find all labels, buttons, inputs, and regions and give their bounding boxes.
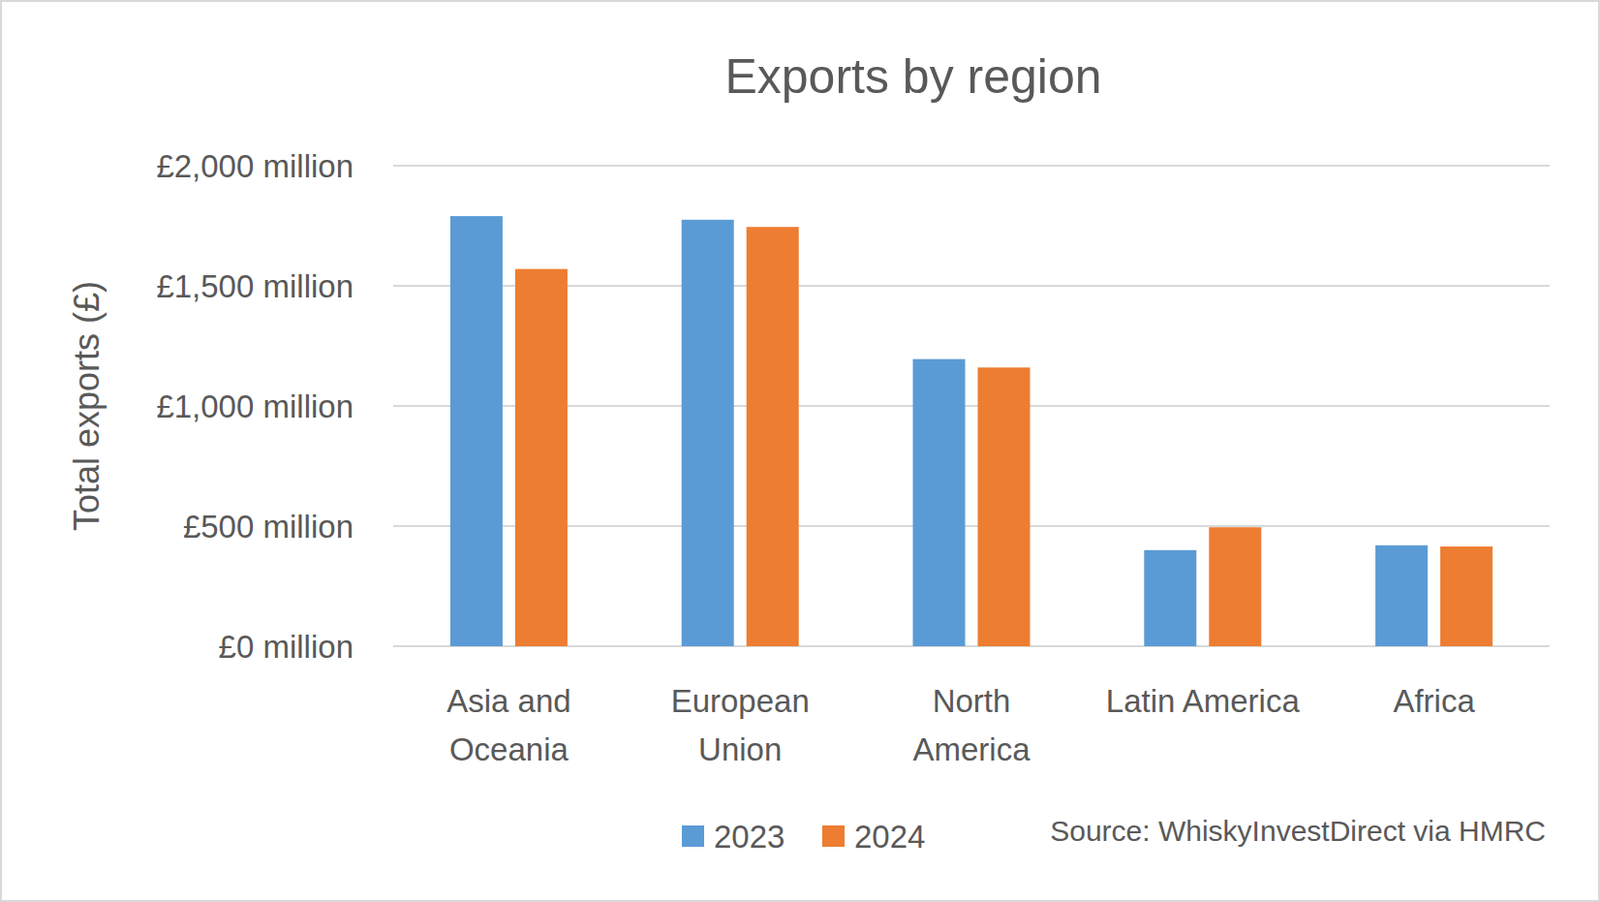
y-tick-label: £2,000 million [155,148,354,185]
chart: Exports by region Total exports (£) £0 mil… [0,0,1600,902]
bars [450,215,1493,647]
legend-label: 2023 [713,818,785,855]
legend-swatch [822,825,845,847]
bar [913,359,966,647]
x-tick-label: Asia andOceania [446,682,571,768]
bar [1143,550,1197,647]
y-tick-label: £0 million [218,628,354,665]
bar [1440,546,1493,647]
bar [746,226,800,647]
y-tick-label: £500 million [183,508,354,545]
y-tick-label: £1,500 million [155,268,354,305]
bar [515,269,568,647]
y-tick-label: £1,000 million [155,388,354,425]
chart-border [0,0,1600,901]
source-note: Source: WhiskyInvestDirect via HMRC [1049,814,1546,847]
bar [978,367,1031,647]
bar [450,215,503,647]
title: Exports by region [724,49,1102,104]
x-tick-label: NorthAmerica [912,682,1031,768]
y-axis-title: Total exports (£) [66,280,107,531]
legend-label: 2024 [854,818,925,855]
bar [681,219,735,647]
x-tick-label: EuropeanUnion [671,682,810,768]
grid-line [393,164,1550,167]
bar [1375,545,1428,647]
legend-swatch [681,825,705,847]
x-tick-label: Africa [1392,682,1476,719]
bar [1208,526,1262,647]
x-tick-label: Latin America [1106,682,1301,719]
